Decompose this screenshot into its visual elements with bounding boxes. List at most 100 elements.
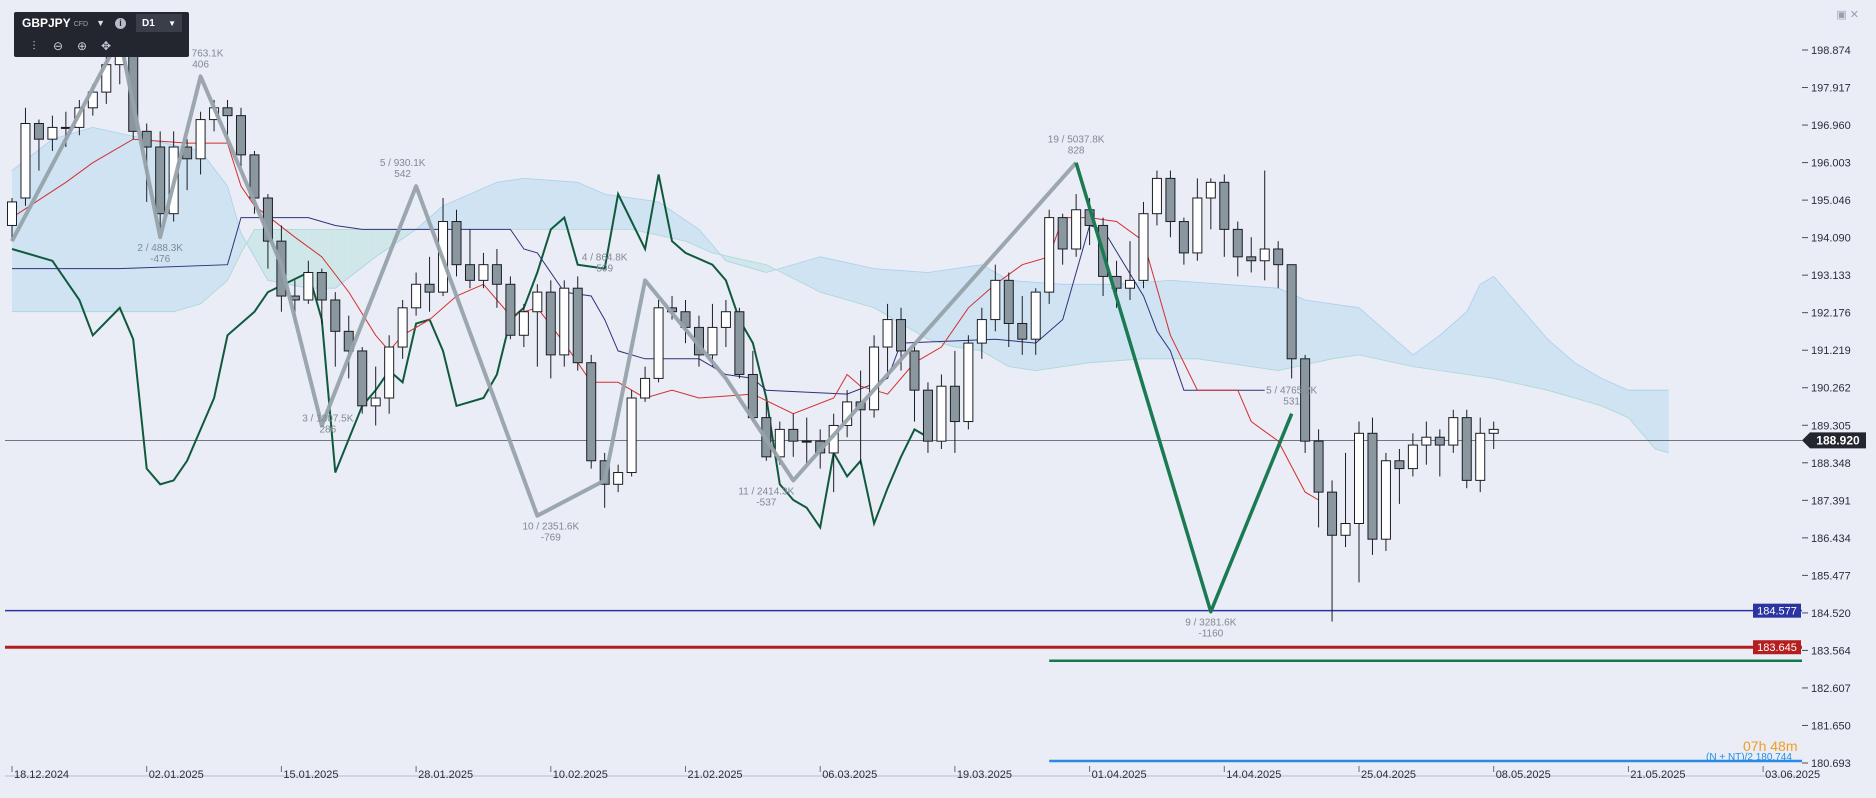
cloud-segment — [523, 178, 538, 230]
cloud-segment — [1412, 345, 1427, 369]
x-tick-label: 15.01.2025 — [283, 769, 338, 781]
x-tick-label: 19.03.2025 — [957, 769, 1012, 781]
close-icon[interactable]: ✕ — [1849, 9, 1862, 21]
candle-body — [976, 319, 987, 344]
candle-body — [384, 346, 395, 399]
candle-body — [1286, 264, 1297, 360]
cloud-segment — [1641, 390, 1656, 449]
zoom-in-icon[interactable]: ⊕ — [76, 39, 88, 53]
zigzag-line — [10, 35, 1078, 518]
candle-body — [788, 428, 799, 442]
candle-body — [505, 283, 516, 336]
indicators-icon[interactable]: ⫶ — [32, 38, 36, 53]
candle-body — [1380, 460, 1391, 540]
cloud-segment — [1439, 323, 1454, 373]
cloud-segment — [1103, 284, 1117, 362]
cloud-segment — [362, 229, 376, 268]
candle-body — [478, 264, 489, 281]
zoom-out-icon[interactable]: ⊖ — [52, 39, 64, 53]
candle-body — [882, 319, 893, 348]
instrument-type-label: CFD — [73, 21, 89, 28]
candle-body — [195, 119, 206, 160]
zigzag-label: 5 / 4765.2K — [1266, 386, 1317, 397]
cloud-segment — [187, 148, 201, 308]
zigzag-label-value: -769 — [541, 533, 561, 544]
candle-body — [411, 283, 422, 309]
zigzag-label-value: 406 — [192, 59, 209, 70]
candle-body — [936, 385, 947, 442]
cloud-segment — [672, 211, 686, 242]
candle-body — [1434, 436, 1445, 446]
cloud-segment — [1520, 307, 1535, 388]
level-value: 184.577 — [1757, 606, 1797, 618]
y-tick-label: 197.917 — [1811, 83, 1851, 95]
candle-body — [896, 319, 907, 352]
zigzag-label-value: 531 — [1283, 397, 1300, 408]
symbol-label[interactable]: GBPJPY — [22, 16, 71, 30]
zigzag-label: 2 / 488.3K — [137, 243, 183, 254]
candle-body — [141, 130, 152, 148]
zigzag-label: 9 / 3281.6K — [1185, 618, 1236, 629]
candle-body — [1030, 291, 1041, 340]
candle-body — [1165, 177, 1176, 223]
cloud-segment — [119, 133, 134, 312]
info-icon[interactable]: i — [115, 17, 126, 29]
cloud-segment — [1466, 284, 1481, 377]
zigzag-last-leg — [1074, 162, 1294, 614]
candle-body — [451, 221, 462, 266]
candle-body — [1488, 428, 1499, 434]
cloud-segment — [618, 196, 632, 230]
y-tick-label: 184.520 — [1811, 608, 1851, 620]
cloud-segment — [927, 270, 942, 344]
x-tick-label: 14.04.2025 — [1226, 769, 1281, 781]
candle-body — [532, 291, 543, 313]
level-tag — [1753, 603, 1801, 618]
cloud-segment — [847, 262, 861, 304]
y-tick-label: 198.874 — [1811, 45, 1851, 57]
candle-body — [949, 385, 960, 423]
candle-body — [707, 326, 718, 356]
y-tick-label: 182.607 — [1811, 683, 1851, 695]
cloud-segment — [1453, 311, 1467, 375]
cloud-segment — [537, 179, 551, 230]
chart-toolbar: GBPJPY CFD ▼ i D1 ▼ ⫶ ⊖ ⊕ ✥ — [14, 12, 189, 57]
crosshair-icon[interactable]: ✥ — [100, 39, 112, 53]
level-tag — [1753, 640, 1801, 655]
cloud-segment — [1130, 282, 1144, 360]
candle-body — [1232, 228, 1243, 258]
candle-body — [33, 122, 44, 140]
cloud-segment — [1574, 362, 1588, 402]
candle-body — [1003, 279, 1014, 324]
cloud-segment — [1305, 299, 1319, 365]
candle-body — [1367, 432, 1378, 540]
candle-body — [1125, 279, 1136, 289]
candle-body — [7, 201, 17, 226]
cloud-segment — [1251, 286, 1265, 369]
y-tick-label: 183.564 — [1811, 645, 1851, 657]
y-tick-label: 190.262 — [1811, 383, 1851, 395]
cloud-segment — [1426, 335, 1440, 371]
cloud-segment — [65, 131, 80, 312]
cloud-segment — [1372, 319, 1386, 361]
x-tick-label: 10.02.2025 — [553, 769, 608, 781]
candle-body — [1300, 358, 1311, 442]
y-tick-label: 194.090 — [1811, 233, 1851, 245]
cloud-segment — [1507, 292, 1521, 385]
y-tick-label: 196.003 — [1811, 158, 1851, 170]
symbol-dropdown-icon[interactable]: ▼ — [96, 18, 105, 28]
cloud-segment — [335, 229, 349, 289]
cloud-segment — [1170, 280, 1184, 359]
zigzag-label-value: -476 — [150, 254, 170, 265]
restore-icon[interactable]: ▣ — [1836, 9, 1850, 21]
current-price-value: 188.920 — [1816, 433, 1860, 447]
cloud-segment — [1332, 303, 1346, 359]
cloud-segment — [1561, 350, 1575, 399]
candle-body — [1421, 436, 1432, 446]
zigzag-label: 4 / 864.8K — [582, 252, 628, 263]
candle-body — [222, 107, 233, 117]
timer-hours: 07 — [1743, 738, 1759, 754]
candle-body — [1071, 209, 1082, 250]
timeframe-selector[interactable]: D1 ▼ — [136, 14, 182, 32]
cloud-segment — [806, 256, 821, 293]
